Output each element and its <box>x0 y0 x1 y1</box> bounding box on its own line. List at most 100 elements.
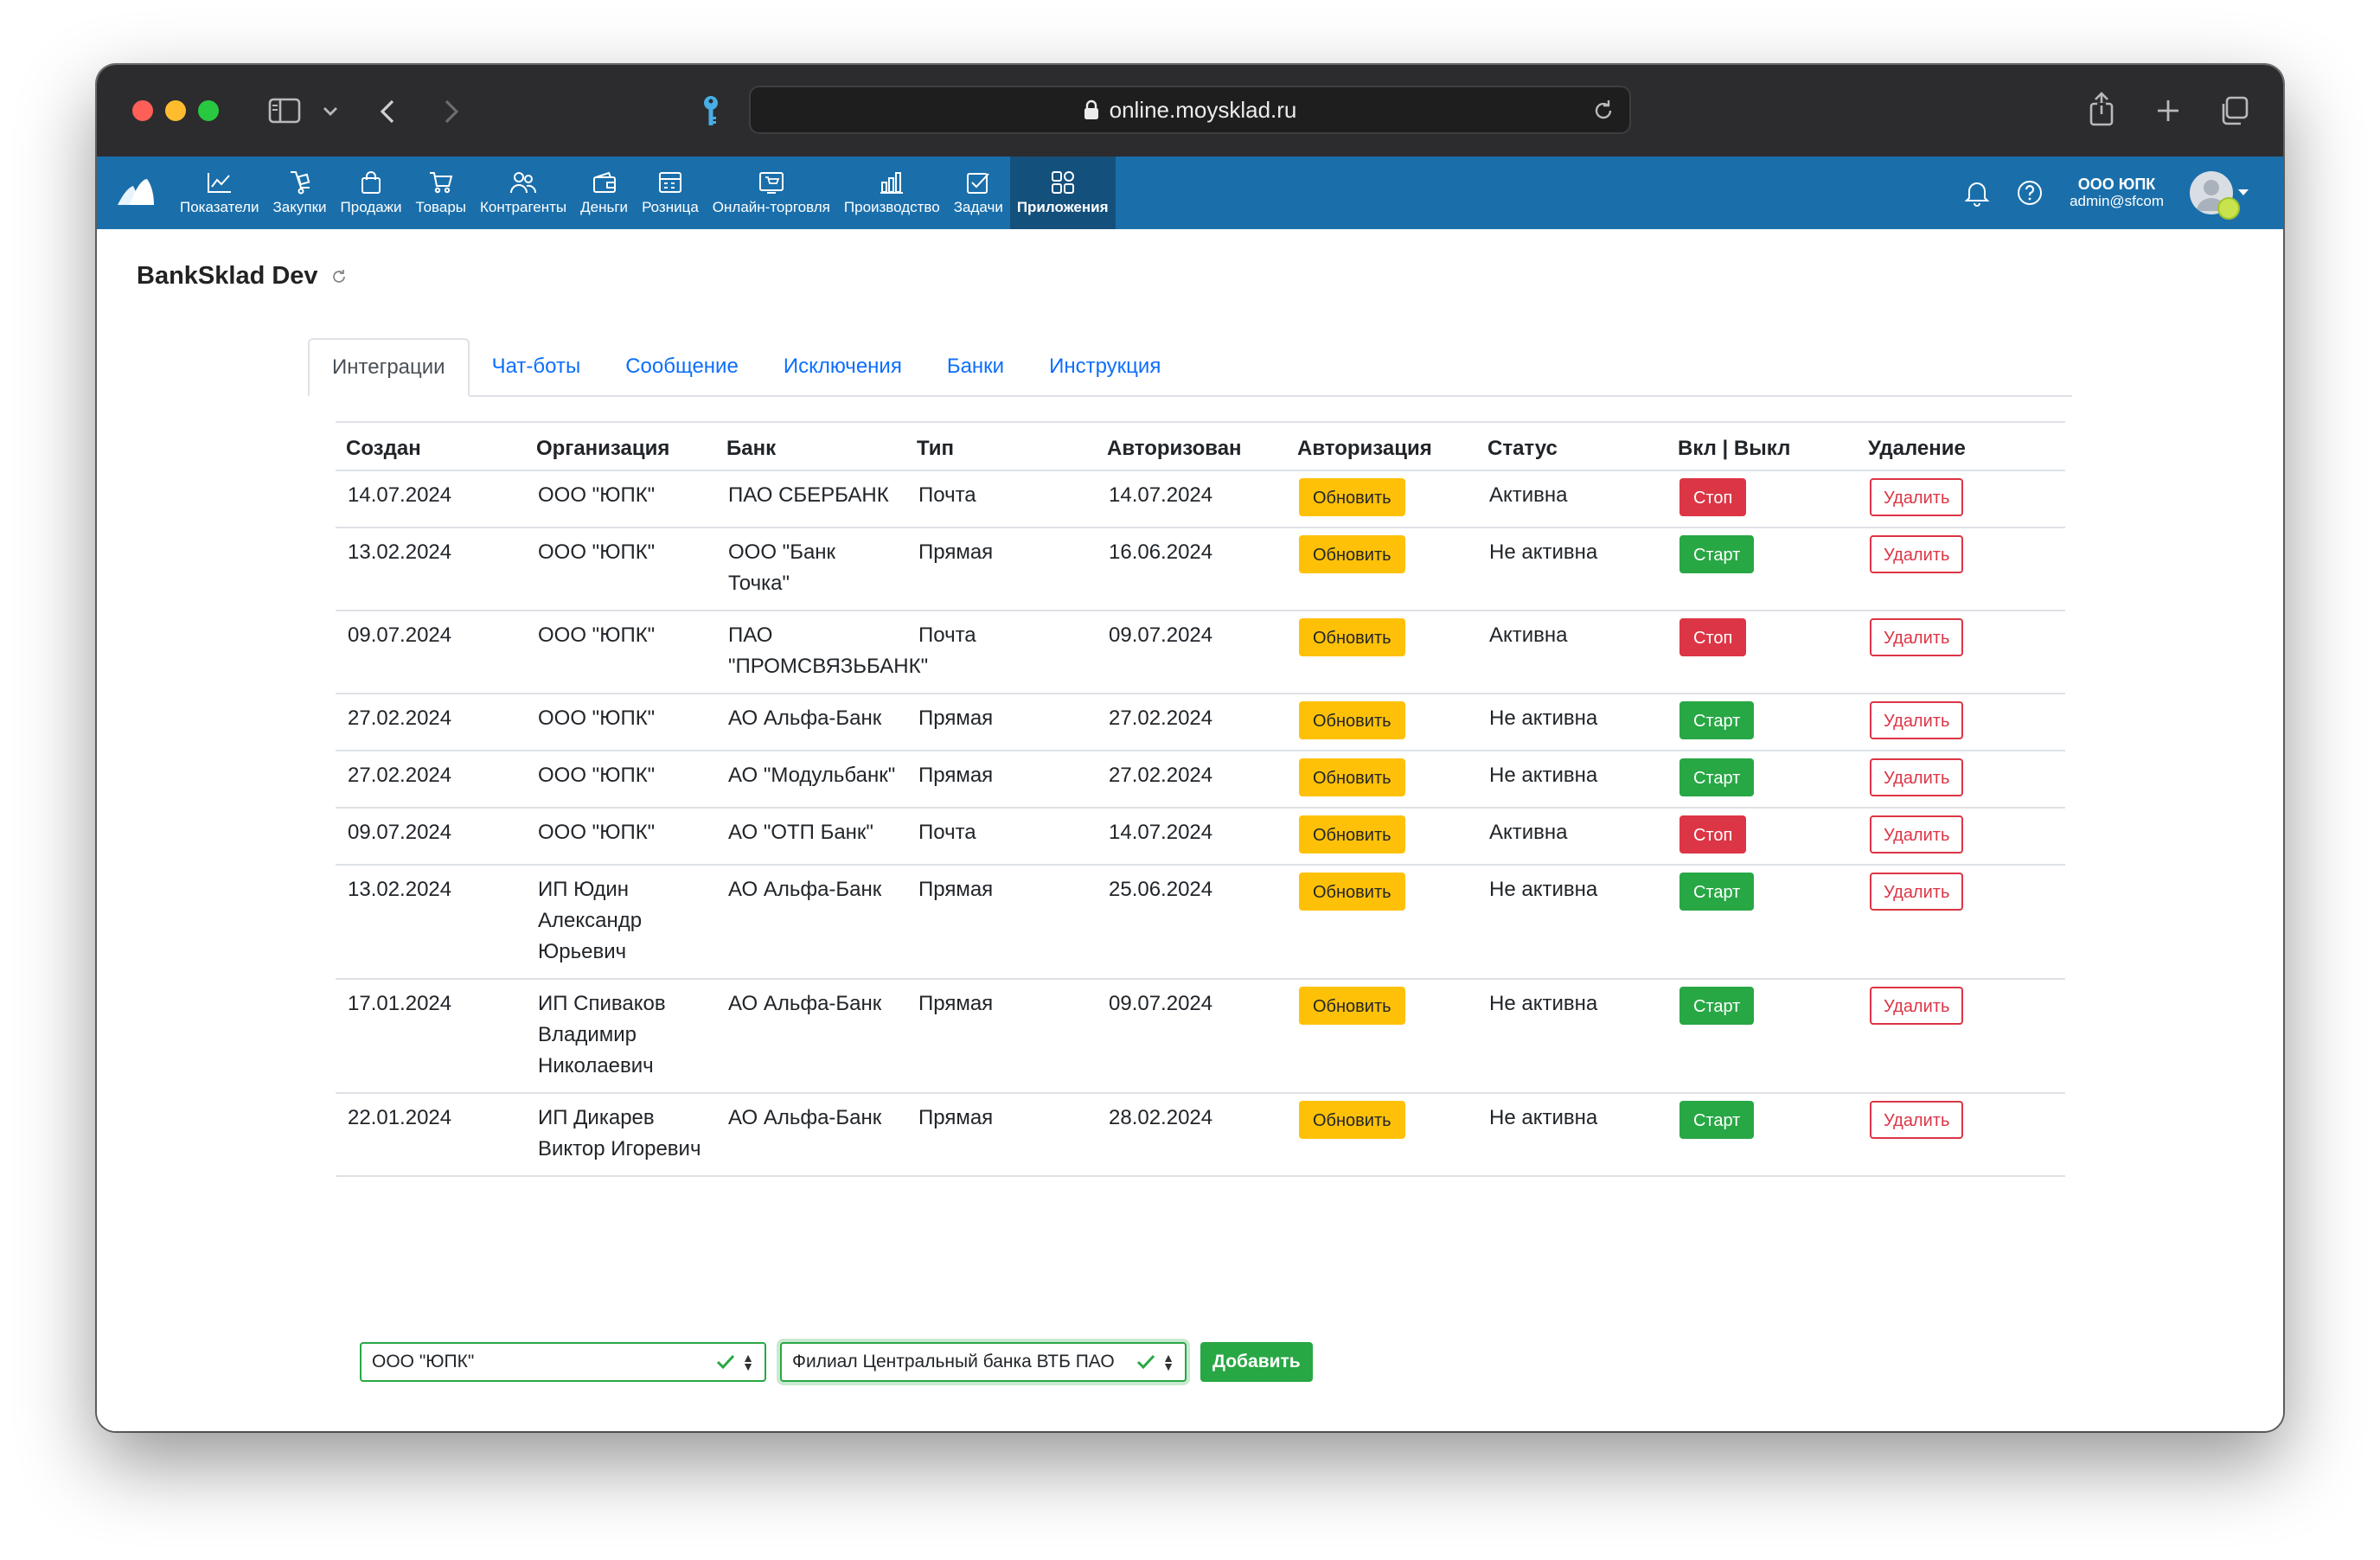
refresh-auth-button[interactable]: Обновить <box>1299 758 1405 796</box>
start-button[interactable]: Старт <box>1679 873 1755 911</box>
nav-item-indicators[interactable]: Показатели <box>173 157 266 229</box>
created-cell: 09.07.2024 <box>336 808 526 866</box>
bank-cell: ООО "Банк Точка" <box>716 527 906 611</box>
new-tab-icon[interactable] <box>2153 96 2183 125</box>
status-cell: Не активна <box>1477 694 1667 751</box>
user-info[interactable]: ООО ЮПК admin@sfcom <box>2070 176 2164 210</box>
created-cell: 13.02.2024 <box>336 527 526 611</box>
chevron-down-icon[interactable] <box>320 101 341 122</box>
column-header: Вкл | Выкл <box>1667 421 1858 471</box>
delete-cell: Удалить <box>1858 751 2065 809</box>
delete-button[interactable]: Удалить <box>1870 618 1964 656</box>
valid-check-icon <box>714 1351 737 1373</box>
tab-bar: Интеграции Чат-боты Сообщение Исключения… <box>308 338 2072 397</box>
start-button[interactable]: Старт <box>1679 758 1755 796</box>
organization-cell: ООО "ЮПК" <box>526 808 716 866</box>
delete-button[interactable]: Удалить <box>1870 873 1964 911</box>
stop-button[interactable]: Стоп <box>1679 815 1747 854</box>
user-menu[interactable] <box>2190 171 2249 220</box>
bank-select[interactable]: Филиал Центральный банка ВТБ ПАО ▲ ▼ <box>780 1342 1187 1382</box>
nav-item-production[interactable]: Производство <box>837 157 947 229</box>
nav-item-counterparties[interactable]: Контрагенты <box>473 157 573 229</box>
start-button[interactable]: Старт <box>1679 987 1755 1025</box>
minimize-window-button[interactable] <box>165 100 186 121</box>
tab-exceptions[interactable]: Исключения <box>783 355 902 378</box>
start-button[interactable]: Старт <box>1679 535 1755 573</box>
delete-button[interactable]: Удалить <box>1870 1101 1964 1139</box>
zoom-window-button[interactable] <box>198 100 219 121</box>
tab-banks[interactable]: Банки <box>946 355 1005 378</box>
delete-button[interactable]: Удалить <box>1870 535 1964 573</box>
refresh-auth-button[interactable]: Обновить <box>1299 987 1405 1025</box>
bank-cell: ПАО "ПРОМСВЯЗЬБАНК" <box>716 611 928 694</box>
nav-item-purchases[interactable]: Закупки <box>266 157 334 229</box>
online-store-icon <box>758 169 785 195</box>
nav-item-online-trade[interactable]: Онлайн-торговля <box>706 157 837 229</box>
close-window-button[interactable] <box>132 100 153 121</box>
back-icon[interactable] <box>375 96 400 127</box>
moysklad-logo-icon[interactable] <box>116 176 156 210</box>
organization-cell: ООО "ЮПК" <box>526 611 716 694</box>
delete-button[interactable]: Удалить <box>1870 815 1964 854</box>
nav-menu: Показатели Закупки Продажи Товары Контра… <box>173 157 1116 229</box>
authorization-cell: Обновить <box>1287 865 1477 980</box>
sidebar-toggle-icon[interactable] <box>266 97 303 125</box>
organization-cell: ООО "ЮПК" <box>526 470 716 528</box>
start-button[interactable]: Старт <box>1679 701 1755 739</box>
refresh-auth-button[interactable]: Обновить <box>1299 478 1405 516</box>
refresh-auth-button[interactable]: Обновить <box>1299 535 1405 573</box>
stop-button[interactable]: Стоп <box>1679 478 1747 516</box>
nav-item-retail[interactable]: Розница <box>635 157 706 229</box>
type-cell: Почта <box>906 611 1097 694</box>
refresh-auth-button[interactable]: Обновить <box>1299 873 1405 911</box>
bank-cell: ПАО СБЕРБАНК <box>716 470 906 528</box>
column-header: Статус <box>1477 421 1667 471</box>
nav-item-tasks[interactable]: Задачи <box>947 157 1010 229</box>
reload-icon[interactable] <box>1591 99 1615 123</box>
delete-cell: Удалить <box>1858 808 2065 866</box>
tab-overview-icon[interactable] <box>2217 94 2250 127</box>
delete-button[interactable]: Удалить <box>1870 478 1964 516</box>
wallet-icon <box>591 169 618 195</box>
forward-icon[interactable] <box>439 96 464 127</box>
start-button[interactable]: Старт <box>1679 1101 1755 1139</box>
delete-button[interactable]: Удалить <box>1870 701 1964 739</box>
nav-item-goods[interactable]: Товары <box>409 157 473 229</box>
authorized-cell: 27.02.2024 <box>1097 694 1287 751</box>
authorized-cell: 16.06.2024 <box>1097 527 1287 611</box>
bell-icon[interactable] <box>1964 179 1990 207</box>
nav-item-money[interactable]: Деньги <box>573 157 635 229</box>
authorization-cell: Обновить <box>1287 527 1477 611</box>
nav-item-sales[interactable]: Продажи <box>334 157 409 229</box>
page-title-text: BankSklad Dev <box>137 262 318 290</box>
type-cell: Прямая <box>906 865 1097 980</box>
column-header: Авторизован <box>1097 421 1287 471</box>
checkbox-icon <box>964 169 992 195</box>
organization-select[interactable]: ООО "ЮПК" ▲ ▼ <box>360 1342 766 1382</box>
password-key-icon[interactable] <box>699 93 723 131</box>
organization-cell: ИП Дикарев Виктор Игоревич <box>526 1093 716 1177</box>
bank-cell: АО Альфа-Банк <box>716 1093 906 1177</box>
delete-button[interactable]: Удалить <box>1870 758 1964 796</box>
status-cell: Активна <box>1477 611 1667 694</box>
help-icon[interactable] <box>2016 179 2044 207</box>
refresh-auth-button[interactable]: Обновить <box>1299 815 1405 854</box>
refresh-auth-button[interactable]: Обновить <box>1299 618 1405 656</box>
tab-instructions[interactable]: Инструкция <box>1049 355 1161 378</box>
created-cell: 14.07.2024 <box>336 470 526 528</box>
tab-message[interactable]: Сообщение <box>625 355 739 378</box>
refresh-auth-button[interactable]: Обновить <box>1299 701 1405 739</box>
tab-integrations[interactable]: Интеграции <box>308 338 470 397</box>
delete-button[interactable]: Удалить <box>1870 987 1964 1025</box>
address-bar[interactable]: online.moysklad.ru <box>749 86 1631 134</box>
nav-item-apps[interactable]: Приложения <box>1009 157 1116 229</box>
share-icon[interactable] <box>2086 89 2117 129</box>
tab-chatbots[interactable]: Чат-боты <box>491 355 581 378</box>
add-button[interactable]: Добавить <box>1200 1342 1313 1382</box>
refresh-icon[interactable] <box>330 268 348 285</box>
refresh-auth-button[interactable]: Обновить <box>1299 1101 1405 1139</box>
authorized-cell: 25.06.2024 <box>1097 865 1287 980</box>
users-icon <box>509 169 537 195</box>
stop-button[interactable]: Стоп <box>1679 618 1747 656</box>
status-cell: Не активна <box>1477 751 1667 809</box>
